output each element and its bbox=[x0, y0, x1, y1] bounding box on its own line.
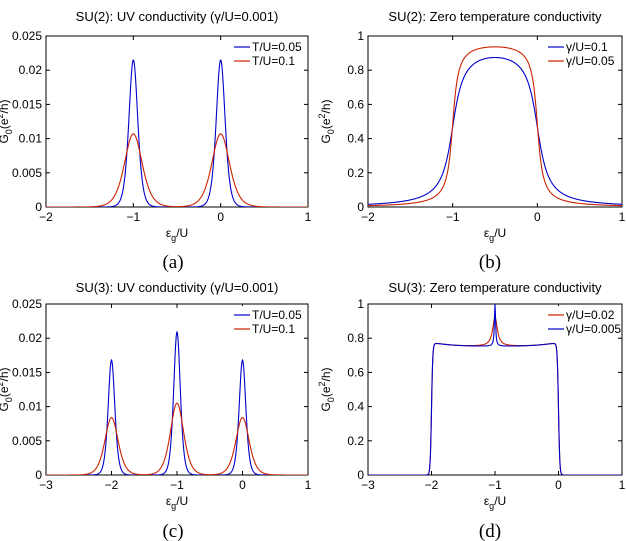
x-tick-label: 1 bbox=[305, 478, 312, 492]
chart-title: SU(3): Zero temperature conductivity bbox=[388, 280, 602, 295]
x-tick-label: −3 bbox=[39, 478, 53, 492]
y-tick-label: 0 bbox=[357, 468, 364, 482]
chart-title: SU(3): UV conductivity (γ/U=0.001) bbox=[76, 280, 279, 295]
y-tick-label: 0.4 bbox=[347, 400, 364, 414]
y-tick-label: 0.8 bbox=[347, 331, 364, 345]
panel-caption: (a) bbox=[162, 252, 183, 273]
x-axis-label: εg/U bbox=[484, 226, 506, 243]
x-tick-label: −2 bbox=[425, 478, 439, 492]
x-tick-label: −2 bbox=[39, 210, 53, 224]
legend-label: γ/U=0.005 bbox=[566, 322, 621, 336]
y-tick-label: 0 bbox=[35, 468, 42, 482]
y-tick-label: 1 bbox=[357, 297, 364, 311]
y-tick-label: 0.02 bbox=[19, 63, 43, 77]
legend-label: T/U=0.1 bbox=[252, 54, 295, 68]
legend: T/U=0.05T/U=0.1 bbox=[230, 38, 306, 68]
legend-box bbox=[230, 306, 306, 336]
series-line-2 bbox=[46, 133, 308, 207]
x-tick-label: 1 bbox=[619, 478, 626, 492]
panel-caption: (b) bbox=[479, 252, 501, 273]
panel-caption: (d) bbox=[479, 521, 501, 541]
y-tick-label: 0 bbox=[357, 200, 364, 214]
series-line-1 bbox=[46, 330, 308, 475]
legend-label: γ/U=0.1 bbox=[566, 40, 608, 54]
legend-label: γ/U=0.02 bbox=[566, 308, 615, 322]
x-tick-label: 0 bbox=[239, 478, 246, 492]
x-tick-label: −1 bbox=[446, 210, 460, 224]
series-line-2 bbox=[368, 46, 622, 207]
y-tick-label: 0.02 bbox=[19, 331, 43, 345]
y-tick-label: 0.015 bbox=[12, 97, 42, 111]
x-tick-label: −2 bbox=[105, 478, 119, 492]
legend-label: T/U=0.05 bbox=[252, 40, 302, 54]
x-axis-label: εg/U bbox=[166, 494, 188, 511]
y-tick-label: 0.005 bbox=[12, 166, 42, 180]
panel-a: SU(2): UV conductivity (γ/U=0.001) −2 −1 0 1… bbox=[0, 9, 312, 273]
y-tick-label: 0.025 bbox=[12, 29, 42, 43]
x-tick-label: −2 bbox=[361, 210, 375, 224]
panel-c: SU(3): UV conductivity (γ/U=0.001) −3 −2 −1… bbox=[0, 280, 312, 541]
chart-title: SU(2): UV conductivity (γ/U=0.001) bbox=[76, 9, 279, 24]
y-tick-label: 0.6 bbox=[347, 365, 364, 379]
legend-label: T/U=0.1 bbox=[252, 322, 295, 336]
series-line-1 bbox=[368, 56, 622, 205]
x-tick-label: 1 bbox=[619, 210, 626, 224]
x-tick-label: −3 bbox=[361, 478, 375, 492]
y-tick-label: 0.005 bbox=[12, 434, 42, 448]
legend-box bbox=[544, 38, 620, 68]
x-axis-label: εg/U bbox=[166, 226, 188, 243]
legend: γ/U=0.1γ/U=0.05 bbox=[544, 38, 620, 68]
y-tick-label: 0.4 bbox=[347, 132, 364, 146]
y-tick-label: 1 bbox=[357, 29, 364, 43]
series-line-2 bbox=[46, 402, 308, 475]
legend: γ/U=0.02γ/U=0.005 bbox=[544, 306, 621, 336]
panel-caption: (c) bbox=[162, 521, 183, 541]
legend-label: γ/U=0.05 bbox=[566, 54, 615, 68]
y-tick-label: 0.8 bbox=[347, 63, 364, 77]
y-axis-label: G0(e2/h) bbox=[317, 367, 336, 411]
chart-title: SU(2): Zero temperature conductivity bbox=[388, 9, 602, 24]
x-tick-label: 1 bbox=[305, 210, 312, 224]
legend-label: T/U=0.05 bbox=[252, 308, 302, 322]
legend: T/U=0.05T/U=0.1 bbox=[230, 306, 306, 336]
x-tick-label: −1 bbox=[170, 478, 184, 492]
y-tick-label: 0.025 bbox=[12, 297, 42, 311]
panel-d: SU(3): Zero temperature conductivity −3 −2… bbox=[317, 280, 626, 541]
x-tick-label: −1 bbox=[126, 210, 140, 224]
x-tick-label: 0 bbox=[217, 210, 224, 224]
y-axis-label: G0(e2/h) bbox=[0, 99, 14, 143]
legend-box bbox=[544, 306, 620, 336]
y-tick-label: 0.2 bbox=[347, 166, 364, 180]
y-axis-label: G0(e2/h) bbox=[317, 99, 336, 143]
y-tick-label: 0.01 bbox=[19, 132, 43, 146]
y-tick-label: 0.6 bbox=[347, 97, 364, 111]
x-axis-label: εg/U bbox=[484, 494, 506, 511]
x-tick-label: 0 bbox=[555, 478, 562, 492]
y-tick-label: 0.015 bbox=[12, 365, 42, 379]
y-tick-label: 0 bbox=[35, 200, 42, 214]
x-tick-label: −1 bbox=[488, 478, 502, 492]
y-tick-label: 0.2 bbox=[347, 434, 364, 448]
y-axis-label: G0(e2/h) bbox=[0, 367, 14, 411]
panel-b: SU(2): Zero temperature conductivity −2 −1… bbox=[317, 9, 626, 273]
x-tick-label: 0 bbox=[534, 210, 541, 224]
legend-box bbox=[230, 38, 306, 68]
y-tick-label: 0.01 bbox=[19, 400, 43, 414]
